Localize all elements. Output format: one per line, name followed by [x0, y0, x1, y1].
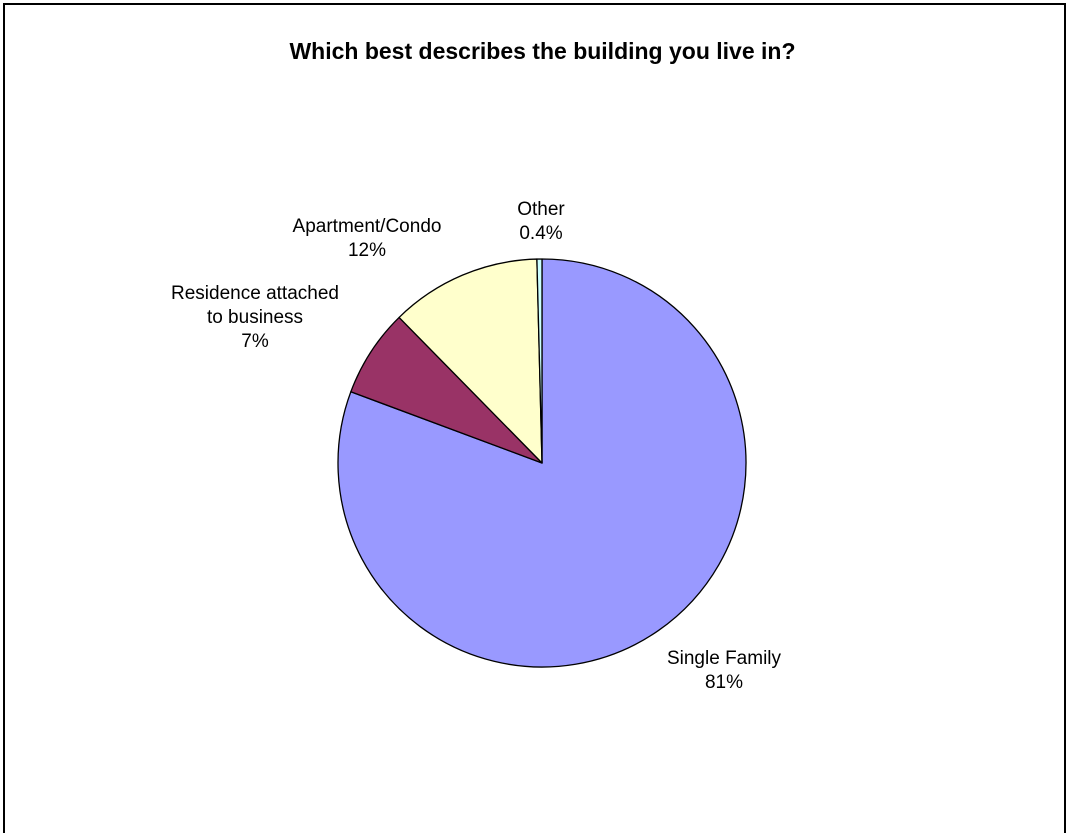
pie-slice-other: [536, 258, 543, 464]
slice-label-single-family: Single Family 81%: [644, 647, 804, 695]
slice-label-value: 12%: [347, 240, 387, 261]
slice-label-residence-attached: Residence attached to business 7%: [150, 282, 360, 354]
chart-title: Which best describes the building you li…: [289, 38, 796, 64]
slice-label-apartment-condo: Apartment/Condo 12%: [262, 215, 472, 263]
slice-label-name: Single Family: [666, 648, 782, 669]
slice-label-other: Other 0.4%: [486, 198, 596, 246]
slice-label-value: 0.4%: [519, 223, 563, 244]
pie-slice-apartment-condo: [398, 258, 543, 464]
slice-label-name: Apartment/Condo: [292, 216, 442, 237]
slice-label-name-line2: to business: [206, 307, 304, 328]
slice-label-name-line1: Residence attached: [171, 283, 339, 304]
slice-label-name: Other: [517, 199, 565, 220]
slice-label-value: 81%: [704, 672, 744, 693]
slice-label-value: 7%: [241, 331, 269, 352]
